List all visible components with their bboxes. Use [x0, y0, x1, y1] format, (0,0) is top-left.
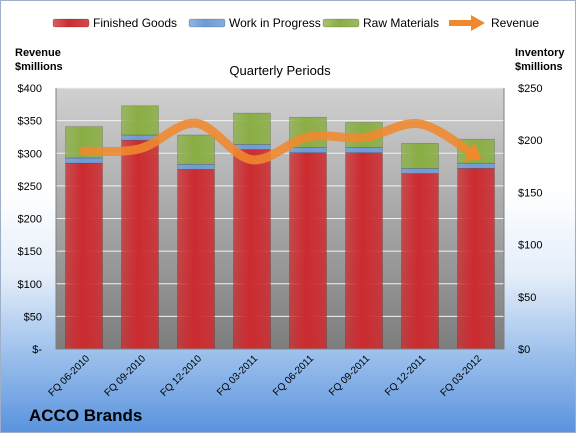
company-name: ACCO Brands [29, 406, 143, 425]
legend-swatch-work-in-progress [188, 18, 226, 28]
left-tick-label: $50 [24, 311, 42, 323]
bar-finished-goods [65, 162, 103, 350]
revenue-arrowhead [463, 142, 482, 162]
left-tick-label: $250 [18, 181, 42, 193]
right-tick-label: $100 [518, 240, 542, 252]
category-label: FQ 09-2011 [327, 353, 372, 398]
bar-raw-materials [121, 105, 159, 136]
bar-work-in-progress [177, 163, 215, 170]
left-tick-label: $200 [18, 214, 42, 226]
bar-raw-materials [233, 112, 271, 145]
right-axis-title: Inventory $millions [515, 46, 565, 74]
bar-work-in-progress [65, 157, 103, 164]
bar-work-in-progress [401, 168, 439, 174]
category-label: FQ 09-2010 [103, 353, 149, 399]
right-axis-title-line2: $millions [515, 61, 563, 73]
left-tick-label: $150 [18, 246, 42, 258]
left-tick-label: $400 [18, 83, 42, 95]
left-tick-label: $300 [18, 148, 42, 160]
left-axis-title-line2: $millions [15, 61, 63, 73]
left-tick-label: $350 [18, 116, 42, 128]
category-label: FQ 06-2011 [271, 353, 316, 398]
right-tick-label: $200 [518, 135, 542, 147]
left-axis-title: Revenue $millions [15, 46, 63, 74]
bar-finished-goods [401, 173, 439, 350]
left-tick-label: $100 [18, 279, 42, 291]
legend-arrowhead [471, 15, 485, 31]
chart-title: Quarterly Periods [229, 63, 331, 78]
bar-work-in-progress [457, 162, 495, 169]
category-label: FQ 12-2011 [383, 353, 428, 398]
bar-finished-goods [121, 139, 159, 350]
category-label: FQ 03-2012 [439, 353, 485, 399]
bar-finished-goods [289, 152, 327, 350]
legend-label: Work in Progress [229, 16, 321, 30]
left-tick-label: $- [32, 344, 42, 356]
bar-work-in-progress [289, 147, 327, 154]
category-label: FQ 12-2010 [159, 353, 205, 399]
bar-raw-materials [177, 134, 215, 165]
bar-finished-goods [457, 168, 495, 350]
legend-swatch-finished-goods [52, 18, 90, 28]
legend-label: Raw Materials [363, 16, 439, 30]
category-label: FQ 06-2010 [47, 353, 93, 399]
right-tick-label: $0 [518, 344, 530, 356]
legend-swatch-raw-materials [322, 18, 360, 28]
right-axis-title-line1: Inventory [515, 47, 565, 59]
revenue-line [79, 118, 481, 165]
right-tick-label: $50 [518, 292, 536, 304]
right-tick-label: $150 [518, 187, 542, 199]
bar-work-in-progress [345, 147, 383, 154]
bar-finished-goods [345, 152, 383, 350]
bar-raw-materials [401, 143, 439, 169]
category-label: FQ 03-2011 [215, 353, 260, 398]
left-axis-title-line1: Revenue [15, 47, 61, 59]
legend-label: Revenue [491, 16, 539, 30]
bar-finished-goods [177, 169, 215, 350]
legend-label: Finished Goods [93, 16, 177, 30]
bar-finished-goods [233, 149, 271, 350]
right-tick-label: $250 [518, 83, 542, 95]
